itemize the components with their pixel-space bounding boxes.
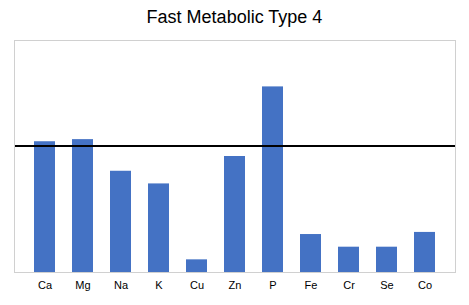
svg-text:K: K xyxy=(155,279,163,291)
svg-text:Fe: Fe xyxy=(305,279,318,291)
svg-text:Cr: Cr xyxy=(343,279,355,291)
svg-text:P: P xyxy=(269,279,276,291)
html-text:Fast Metabolic Type 4: Fast Metabolic Type 4 xyxy=(146,7,323,27)
svg-text:Mg: Mg xyxy=(75,279,90,291)
svg-text:Cu: Cu xyxy=(190,279,204,291)
svg-text:Zn: Zn xyxy=(229,279,242,291)
svg-text:Na: Na xyxy=(114,279,129,291)
svg-text:Ca: Ca xyxy=(38,279,53,291)
svg-text:Se: Se xyxy=(380,279,393,291)
svg-text:Co: Co xyxy=(418,279,432,291)
